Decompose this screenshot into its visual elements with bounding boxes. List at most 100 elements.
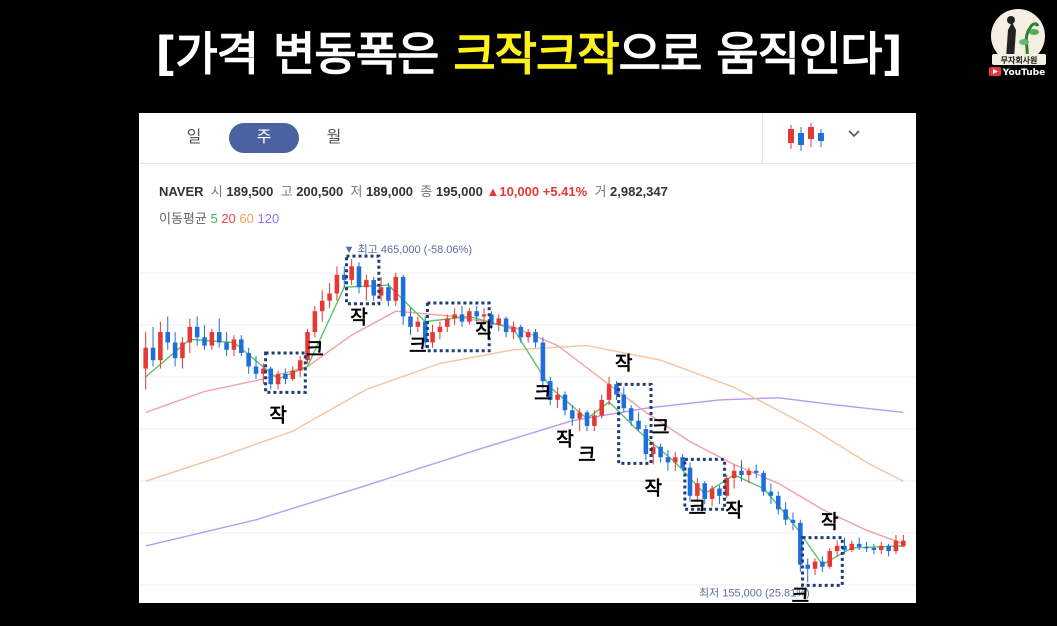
candle-body (768, 491, 774, 496)
candle-body (143, 347, 148, 369)
candle-body (275, 373, 281, 385)
candle-body (253, 366, 259, 374)
label-small: 작 (269, 404, 287, 426)
label-small: 작 (350, 306, 368, 328)
candle-body (555, 394, 560, 400)
candle-body (481, 314, 487, 317)
ma-120-label: 120 (257, 211, 280, 226)
candle-body (422, 321, 428, 343)
candle-body (650, 446, 656, 455)
period-tabs: 일 주 월 (139, 113, 916, 164)
candle-body (231, 339, 237, 350)
candle-body (878, 545, 884, 551)
ma-60-label: 60 (239, 211, 254, 226)
candle-body (599, 399, 605, 416)
tab-week[interactable]: 주 (229, 123, 299, 153)
label-small: 작 (725, 500, 743, 522)
candlestick-chart: ▼ 최고 465,000 (-58.06%) 최저 155,000 (25.81%… (139, 243, 916, 603)
close-price: 195,000 (435, 184, 483, 199)
candle-body (364, 279, 369, 288)
candle-body (820, 561, 825, 567)
candle-body (444, 318, 450, 327)
candle-body (592, 415, 597, 426)
candle-body (180, 342, 185, 359)
chart-type-selector[interactable] (762, 113, 917, 163)
candle-body (753, 470, 759, 473)
candle-body (378, 287, 384, 296)
chart-panel: 일 주 월 NAVER 시 189,500 고 200,500 저 189,00… (139, 113, 916, 603)
label-big: 크 (792, 585, 809, 603)
logo-channel-text: 무자회사원 (1001, 55, 1038, 65)
candle-body (393, 276, 399, 301)
candle-body (724, 478, 730, 496)
candle-body (680, 457, 685, 468)
label-small: 작 (644, 478, 662, 500)
candle-body (702, 483, 707, 499)
candle-body (775, 495, 781, 510)
candle-body (305, 332, 310, 361)
candle-body (665, 457, 671, 463)
label-small: 작 (556, 429, 574, 451)
low-price: 189,000 (366, 184, 414, 199)
candle-body (562, 394, 568, 411)
price-summary: NAVER 시 189,500 고 200,500 저 189,000 종 19… (159, 184, 668, 199)
ma-legend: 이동평균 5 20 60 120 (159, 211, 280, 226)
candle-body (437, 326, 443, 333)
label-big: 크 (409, 335, 426, 357)
candle-body (709, 488, 715, 499)
candle-body (356, 266, 362, 288)
candle-body (533, 332, 538, 343)
candle-body (511, 326, 516, 333)
label-big: 크 (306, 338, 323, 360)
tab-month[interactable]: 월 (326, 129, 342, 146)
page-title: [가격 변동폭은 크작크작으로 움직인다] (155, 27, 902, 81)
candle-body (628, 408, 634, 421)
candle-body (584, 412, 590, 426)
candle-body (165, 332, 171, 343)
candle-body (842, 545, 847, 551)
range-box (344, 254, 381, 306)
label-small: 작 (821, 511, 839, 533)
channel-logo: 무자회사원 YouTube (986, 8, 1050, 80)
candle-body (798, 522, 803, 565)
candle-body (834, 545, 840, 552)
candle-body (614, 384, 619, 395)
candle-body (864, 546, 869, 549)
label-big: 크 (689, 497, 706, 519)
candle-body (547, 381, 553, 400)
candle-body (216, 332, 222, 343)
open-price: 189,500 (226, 184, 274, 199)
candle-body (158, 332, 163, 361)
candle-body (459, 314, 465, 322)
candle-body (856, 543, 862, 547)
range-box (617, 382, 653, 465)
candle-body (790, 519, 796, 523)
candle-body (636, 420, 641, 430)
candle-body (871, 547, 877, 551)
candle-body (312, 311, 318, 333)
tab-day[interactable]: 일 (186, 129, 202, 146)
candle-body (577, 412, 582, 419)
candle-body (886, 545, 891, 552)
candle-body (606, 384, 612, 400)
candle-body (283, 373, 288, 379)
candle-body (783, 509, 788, 520)
candle-body (408, 316, 413, 327)
candle-body (643, 429, 649, 455)
candle-body (673, 457, 678, 463)
label-big: 크 (534, 382, 551, 404)
candle-body (739, 470, 744, 475)
volume: 2,982,347 (610, 184, 668, 199)
candle-body (334, 274, 340, 294)
candle-body (621, 394, 627, 409)
candle-body (474, 311, 479, 317)
candle-body (570, 410, 575, 419)
candle-body (319, 300, 325, 312)
ma-20-label: 20 (221, 211, 236, 226)
range-box (683, 457, 727, 511)
candle-body (827, 551, 833, 567)
candle-body (224, 342, 229, 350)
candle-body (452, 314, 457, 319)
candle-body (268, 368, 274, 385)
candle-body (901, 540, 906, 547)
